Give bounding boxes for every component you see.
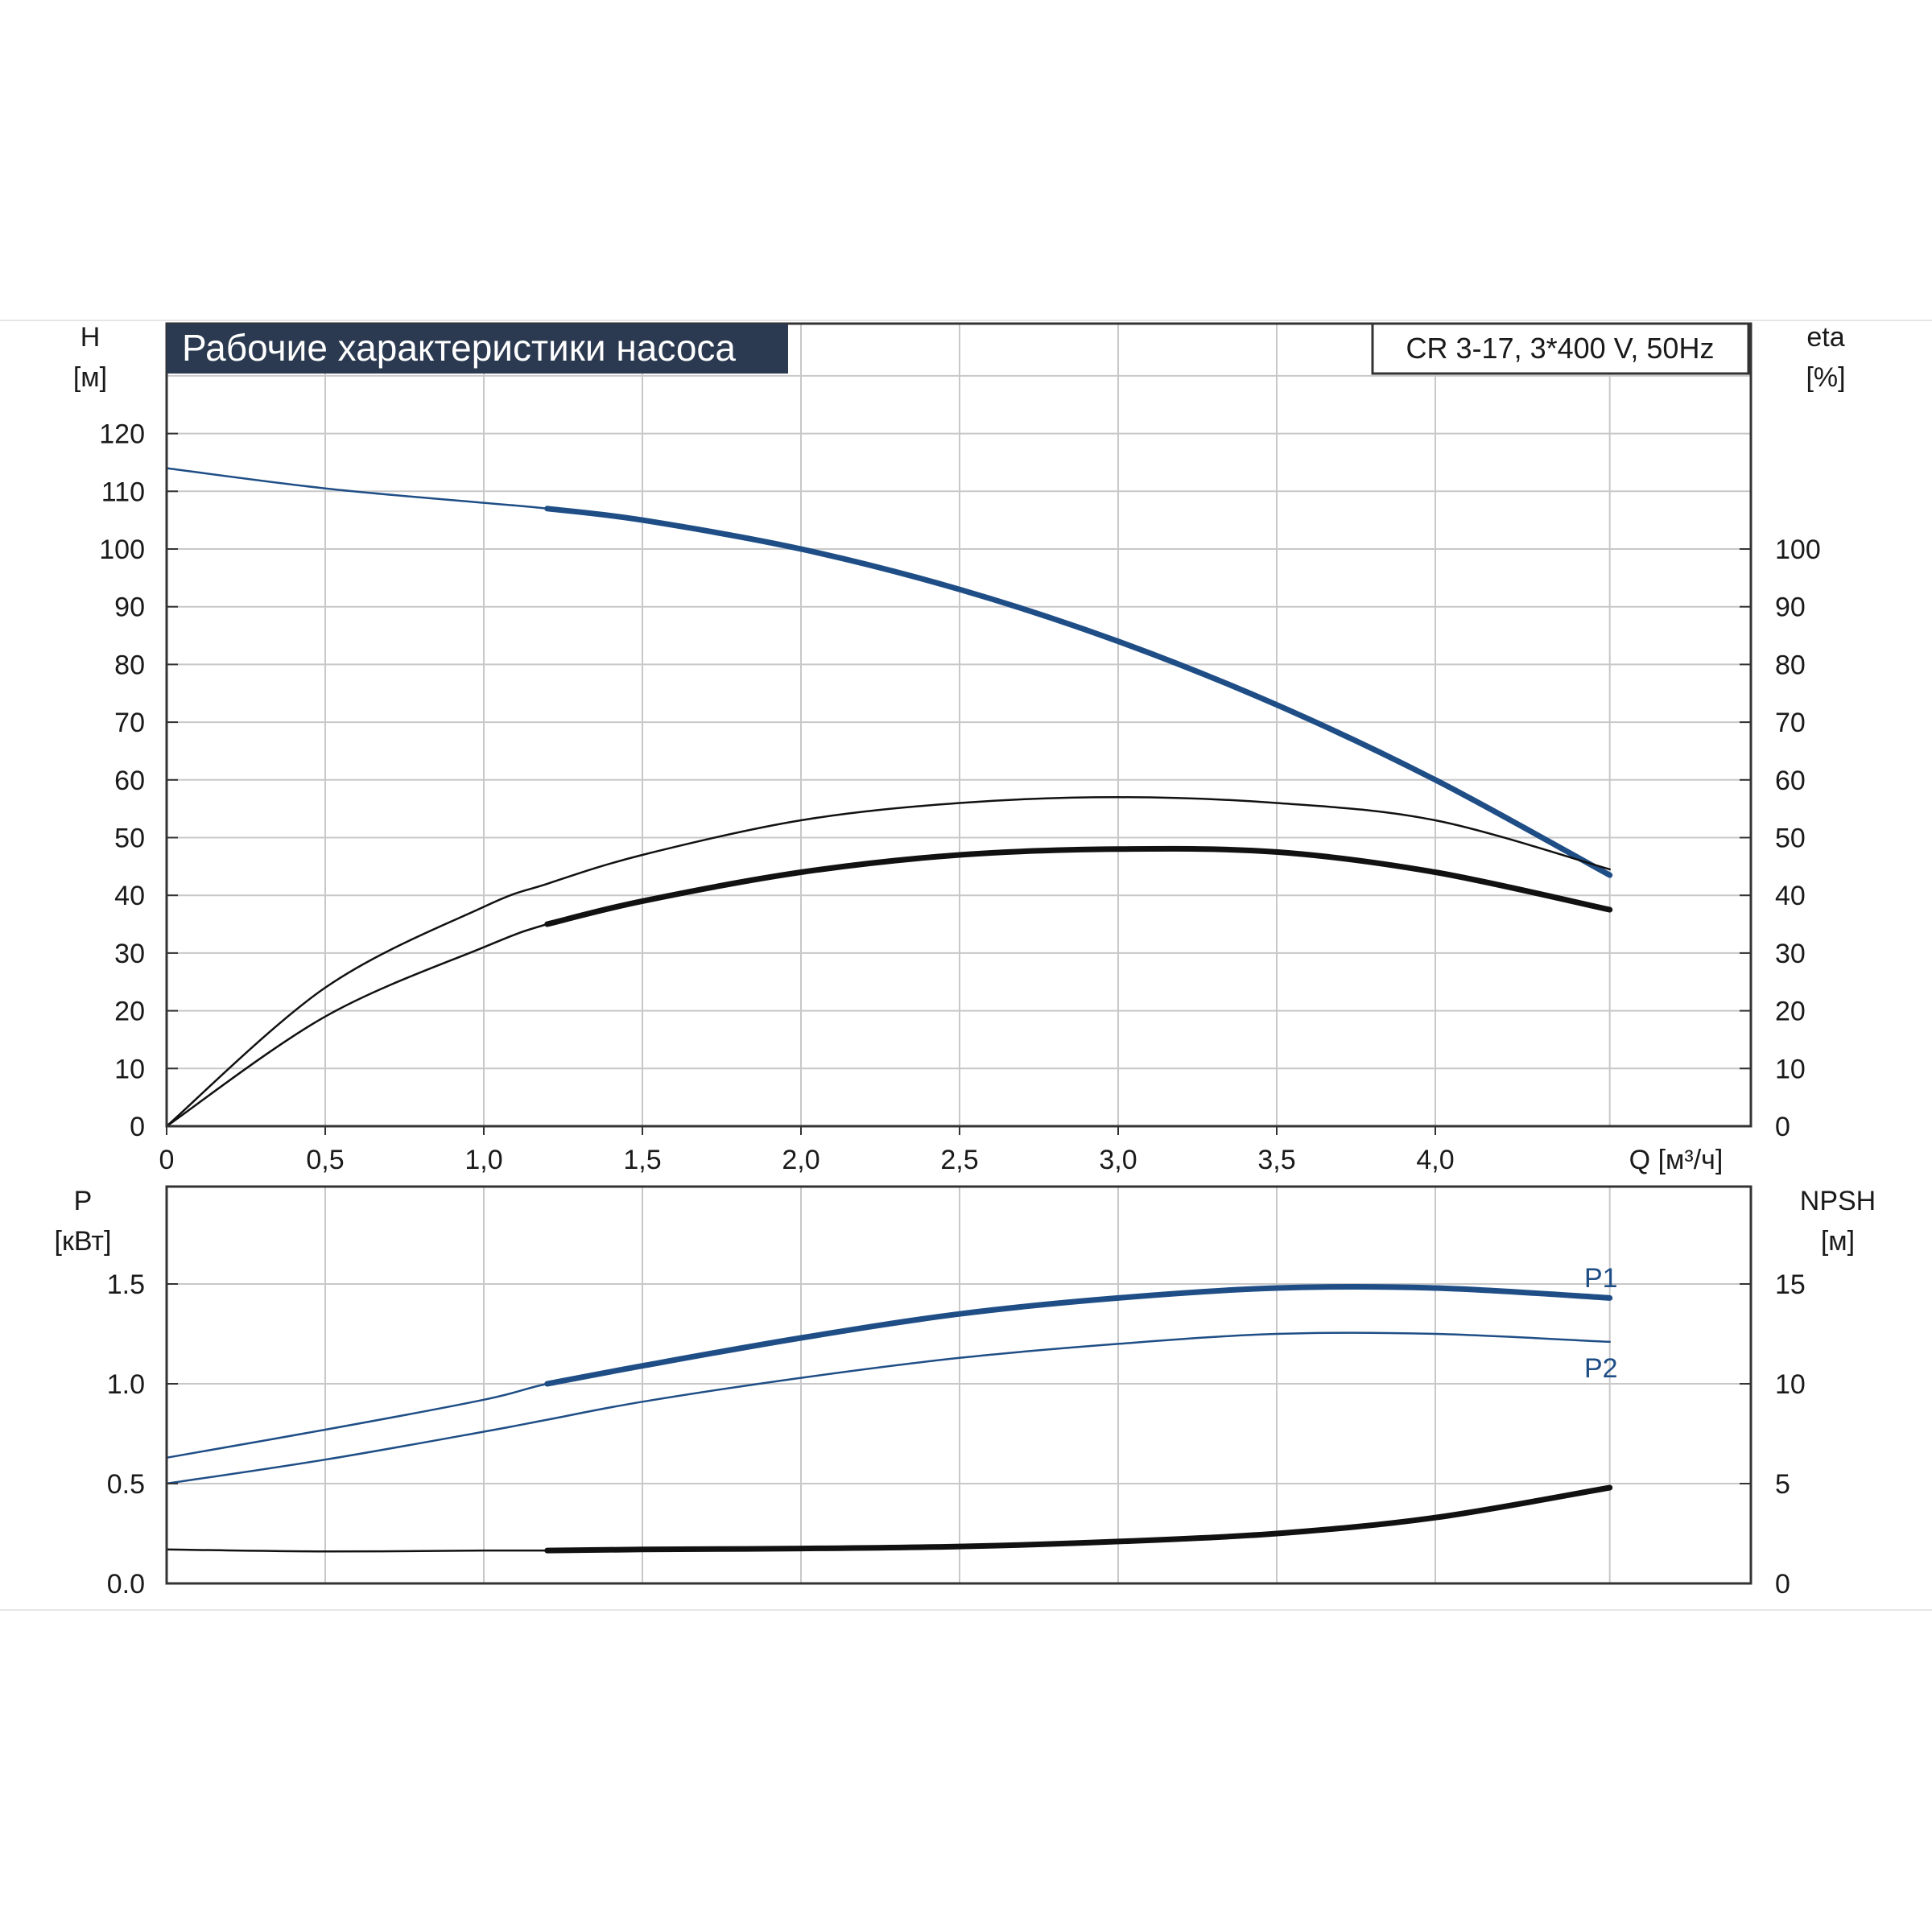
series-label-p2: P2 xyxy=(1584,1353,1618,1384)
lower-panel-grid xyxy=(167,1187,1751,1583)
y-tick-label: 60 xyxy=(114,766,145,796)
x-axis-title: Q [м³/ч] xyxy=(1629,1145,1724,1175)
x-tick-label: 2,5 xyxy=(940,1145,978,1175)
y2-tick-label: 80 xyxy=(1775,650,1806,680)
p-tick-label: 1.0 xyxy=(107,1369,145,1400)
y2-tick-label: 40 xyxy=(1775,881,1806,911)
x-axis-tick-labels: 0 0,5 1,0 1,5 2,0 2,5 3,0 3,5 4,0 xyxy=(159,1126,1455,1175)
y-tick-label: 80 xyxy=(114,650,145,680)
p-tick-label: 0.0 xyxy=(107,1569,145,1600)
y2-tick-label: 0 xyxy=(1775,1112,1790,1142)
y-tick-label: 100 xyxy=(99,535,145,565)
y-tick-label: 90 xyxy=(114,592,145,623)
chart-title-background xyxy=(167,324,788,374)
y2-tick-label: 100 xyxy=(1775,535,1821,565)
x-tick-label: 1,0 xyxy=(464,1145,502,1175)
y-tick-label: 0 xyxy=(130,1112,145,1142)
curve-eta_total xyxy=(165,848,1611,1128)
y2-tick-label: 60 xyxy=(1775,766,1806,796)
y2-tick-label: 20 xyxy=(1775,997,1806,1027)
curve-p1 xyxy=(165,1286,1611,1459)
lower-panel-curves xyxy=(165,1283,1613,1554)
y-tick-label: 20 xyxy=(114,997,145,1027)
y2-axis-unit-eta: [%] xyxy=(1806,362,1845,393)
y-axis-title-p: P xyxy=(74,1186,93,1216)
y2-tick-label: 50 xyxy=(1775,824,1806,854)
x-tick-label: 0,5 xyxy=(306,1145,344,1175)
lower-panel-frame xyxy=(165,1185,1752,1585)
curve-p2 xyxy=(165,1331,1611,1485)
y-tick-label: 50 xyxy=(114,824,145,854)
curve-npsh xyxy=(165,1486,1611,1553)
y2-axis-unit-npsh: [м] xyxy=(1821,1226,1855,1257)
model-label: CR 3-17, 3*400 V, 50Hz xyxy=(1406,332,1715,365)
y-axis-title-h: H xyxy=(80,322,101,353)
upper-panel-curves xyxy=(165,467,1613,1128)
y-tick-label: 10 xyxy=(114,1054,145,1084)
curve-npsh-operating-range xyxy=(544,1484,1613,1554)
y-tick-label: 40 xyxy=(114,881,145,911)
p-tick-label: 1.5 xyxy=(107,1269,145,1300)
y-tick-label: 30 xyxy=(114,939,145,969)
x-tick-label: 3,5 xyxy=(1257,1145,1295,1175)
x-tick-label: 0 xyxy=(159,1145,175,1175)
curve-h-operating-range xyxy=(544,506,1613,878)
curve-p1-operating-range xyxy=(544,1283,1613,1387)
y2-tick-label: 10 xyxy=(1775,1054,1806,1084)
lower-panel-tick-labels: 0.0 0.5 1.0 1.5 0 5 10 15 xyxy=(107,1269,1806,1600)
y-axis-unit-p: [кВт] xyxy=(55,1226,112,1257)
y-tick-label: 70 xyxy=(114,708,145,738)
y-tick-label: 120 xyxy=(99,419,145,450)
upper-panel-tick-labels: 0 10 20 30 40 50 60 70 80 90 100 110 120 0 10 20 30 40 50 6… xyxy=(99,419,1820,1142)
y2-tick-label: 30 xyxy=(1775,939,1806,969)
npsh-tick-label: 0 xyxy=(1775,1569,1790,1600)
curve-eta_total-operating-range xyxy=(544,845,1613,927)
x-tick-label: 1,5 xyxy=(623,1145,661,1175)
series-label-p1: P1 xyxy=(1584,1263,1618,1294)
y-tick-label: 110 xyxy=(101,477,145,507)
y2-axis-title-eta: eta xyxy=(1806,322,1844,353)
npsh-tick-label: 5 xyxy=(1775,1469,1790,1500)
npsh-tick-label: 10 xyxy=(1775,1369,1806,1400)
y2-tick-label: 90 xyxy=(1775,592,1806,623)
x-tick-label: 3,0 xyxy=(1099,1145,1137,1175)
npsh-tick-label: 15 xyxy=(1775,1269,1806,1300)
chart-title: Рабочие характеристики насоса xyxy=(182,327,736,369)
x-tick-label: 2,0 xyxy=(782,1145,819,1175)
x-tick-label: 4,0 xyxy=(1416,1145,1454,1175)
p-tick-label: 0.5 xyxy=(107,1469,145,1500)
y-axis-unit-h: [м] xyxy=(73,362,107,393)
curve-eta_pump xyxy=(165,796,1611,1128)
upper-panel-grid xyxy=(167,324,1751,1126)
y2-axis-title-npsh: NPSH xyxy=(1800,1186,1876,1216)
y2-tick-label: 70 xyxy=(1775,708,1806,738)
model-box xyxy=(1371,322,1750,375)
